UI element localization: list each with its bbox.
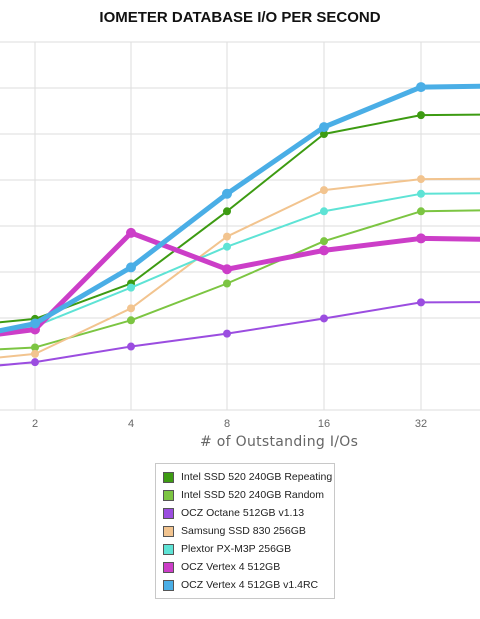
data-point [320,186,328,195]
data-point [31,349,39,358]
data-point [417,175,425,184]
data-point [126,262,136,273]
data-point [319,245,329,256]
chart-title: IOMETER DATABASE I/O PER SECOND [99,9,381,26]
data-point [127,342,135,351]
plot-area: 2 4 8 16 32 [0,41,480,430]
legend-label: Samsung SSD 830 256GB [181,525,306,537]
legend-item: OCZ Octane 512GB v1.13 [156,504,334,522]
data-point [222,188,232,199]
series-2 [0,298,480,367]
series-3 [0,175,480,359]
series-line [0,230,480,337]
legend-label: OCZ Octane 512GB v1.13 [181,507,305,519]
legend: Intel SSD 520 240GB Repeating Intel SSD 5… [155,463,335,599]
x-tick-label: 4 [128,418,134,430]
legend-swatch [163,471,174,483]
legend-swatch [163,525,174,537]
series-layer [0,82,480,367]
data-point [319,122,329,133]
data-point [320,207,328,216]
data-point [223,279,231,288]
legend-label: OCZ Vertex 4 512GB [181,561,281,573]
data-point [223,207,231,216]
x-tick-label: 16 [318,418,330,430]
data-point [416,233,426,244]
series-0 [0,111,480,324]
x-tick-label: 8 [224,418,230,430]
data-point [31,343,39,352]
legend-label: Plextor PX-M3P 256GB [181,543,292,555]
legend-item: Plextor PX-M3P 256GB [156,540,334,558]
data-point [320,314,328,323]
data-point [417,207,425,216]
data-point [222,264,232,275]
series-line [0,113,480,324]
series-6 [0,82,480,334]
data-point [417,189,425,198]
legend-label: Intel SSD 520 240GB Random [181,489,325,501]
data-point [416,82,426,93]
data-point [320,237,328,246]
legend-item: Intel SSD 520 240GB Random [156,486,334,504]
gridlines [0,41,480,411]
legend-item: OCZ Vertex 4 512GB [156,558,334,576]
data-point [126,227,136,238]
x-tick-label: 32 [415,418,427,430]
data-point [223,329,231,338]
data-point [127,316,135,325]
legend-swatch [163,543,174,555]
data-point [31,358,39,367]
x-axis-ticks: 2 4 8 16 32 [32,418,427,430]
data-point [223,232,231,241]
data-point [127,304,135,313]
series-4 [0,189,480,336]
series-5 [0,227,480,337]
legend-swatch [163,507,174,519]
series-1 [0,207,480,352]
legend-label: OCZ Vertex 4 512GB v1.4RC [181,579,319,591]
series-line [0,177,480,359]
legend-item: OCZ Vertex 4 512GB v1.4RC [156,576,334,594]
data-point [417,298,425,307]
legend-swatch [163,489,174,501]
data-point [417,111,425,120]
x-tick-label: 2 [32,418,38,430]
legend-label: Intel SSD 520 240GB Repeating [181,471,333,483]
data-point [30,318,40,329]
data-point [223,242,231,251]
legend-item: Samsung SSD 830 256GB [156,522,334,540]
data-point [127,283,135,292]
legend-swatch [163,579,174,591]
legend-item: Intel SSD 520 240GB Repeating [156,468,334,486]
x-axis-label: # of Outstanding I/Os [200,434,359,450]
data-point [320,130,328,138]
legend-swatch [163,561,174,573]
